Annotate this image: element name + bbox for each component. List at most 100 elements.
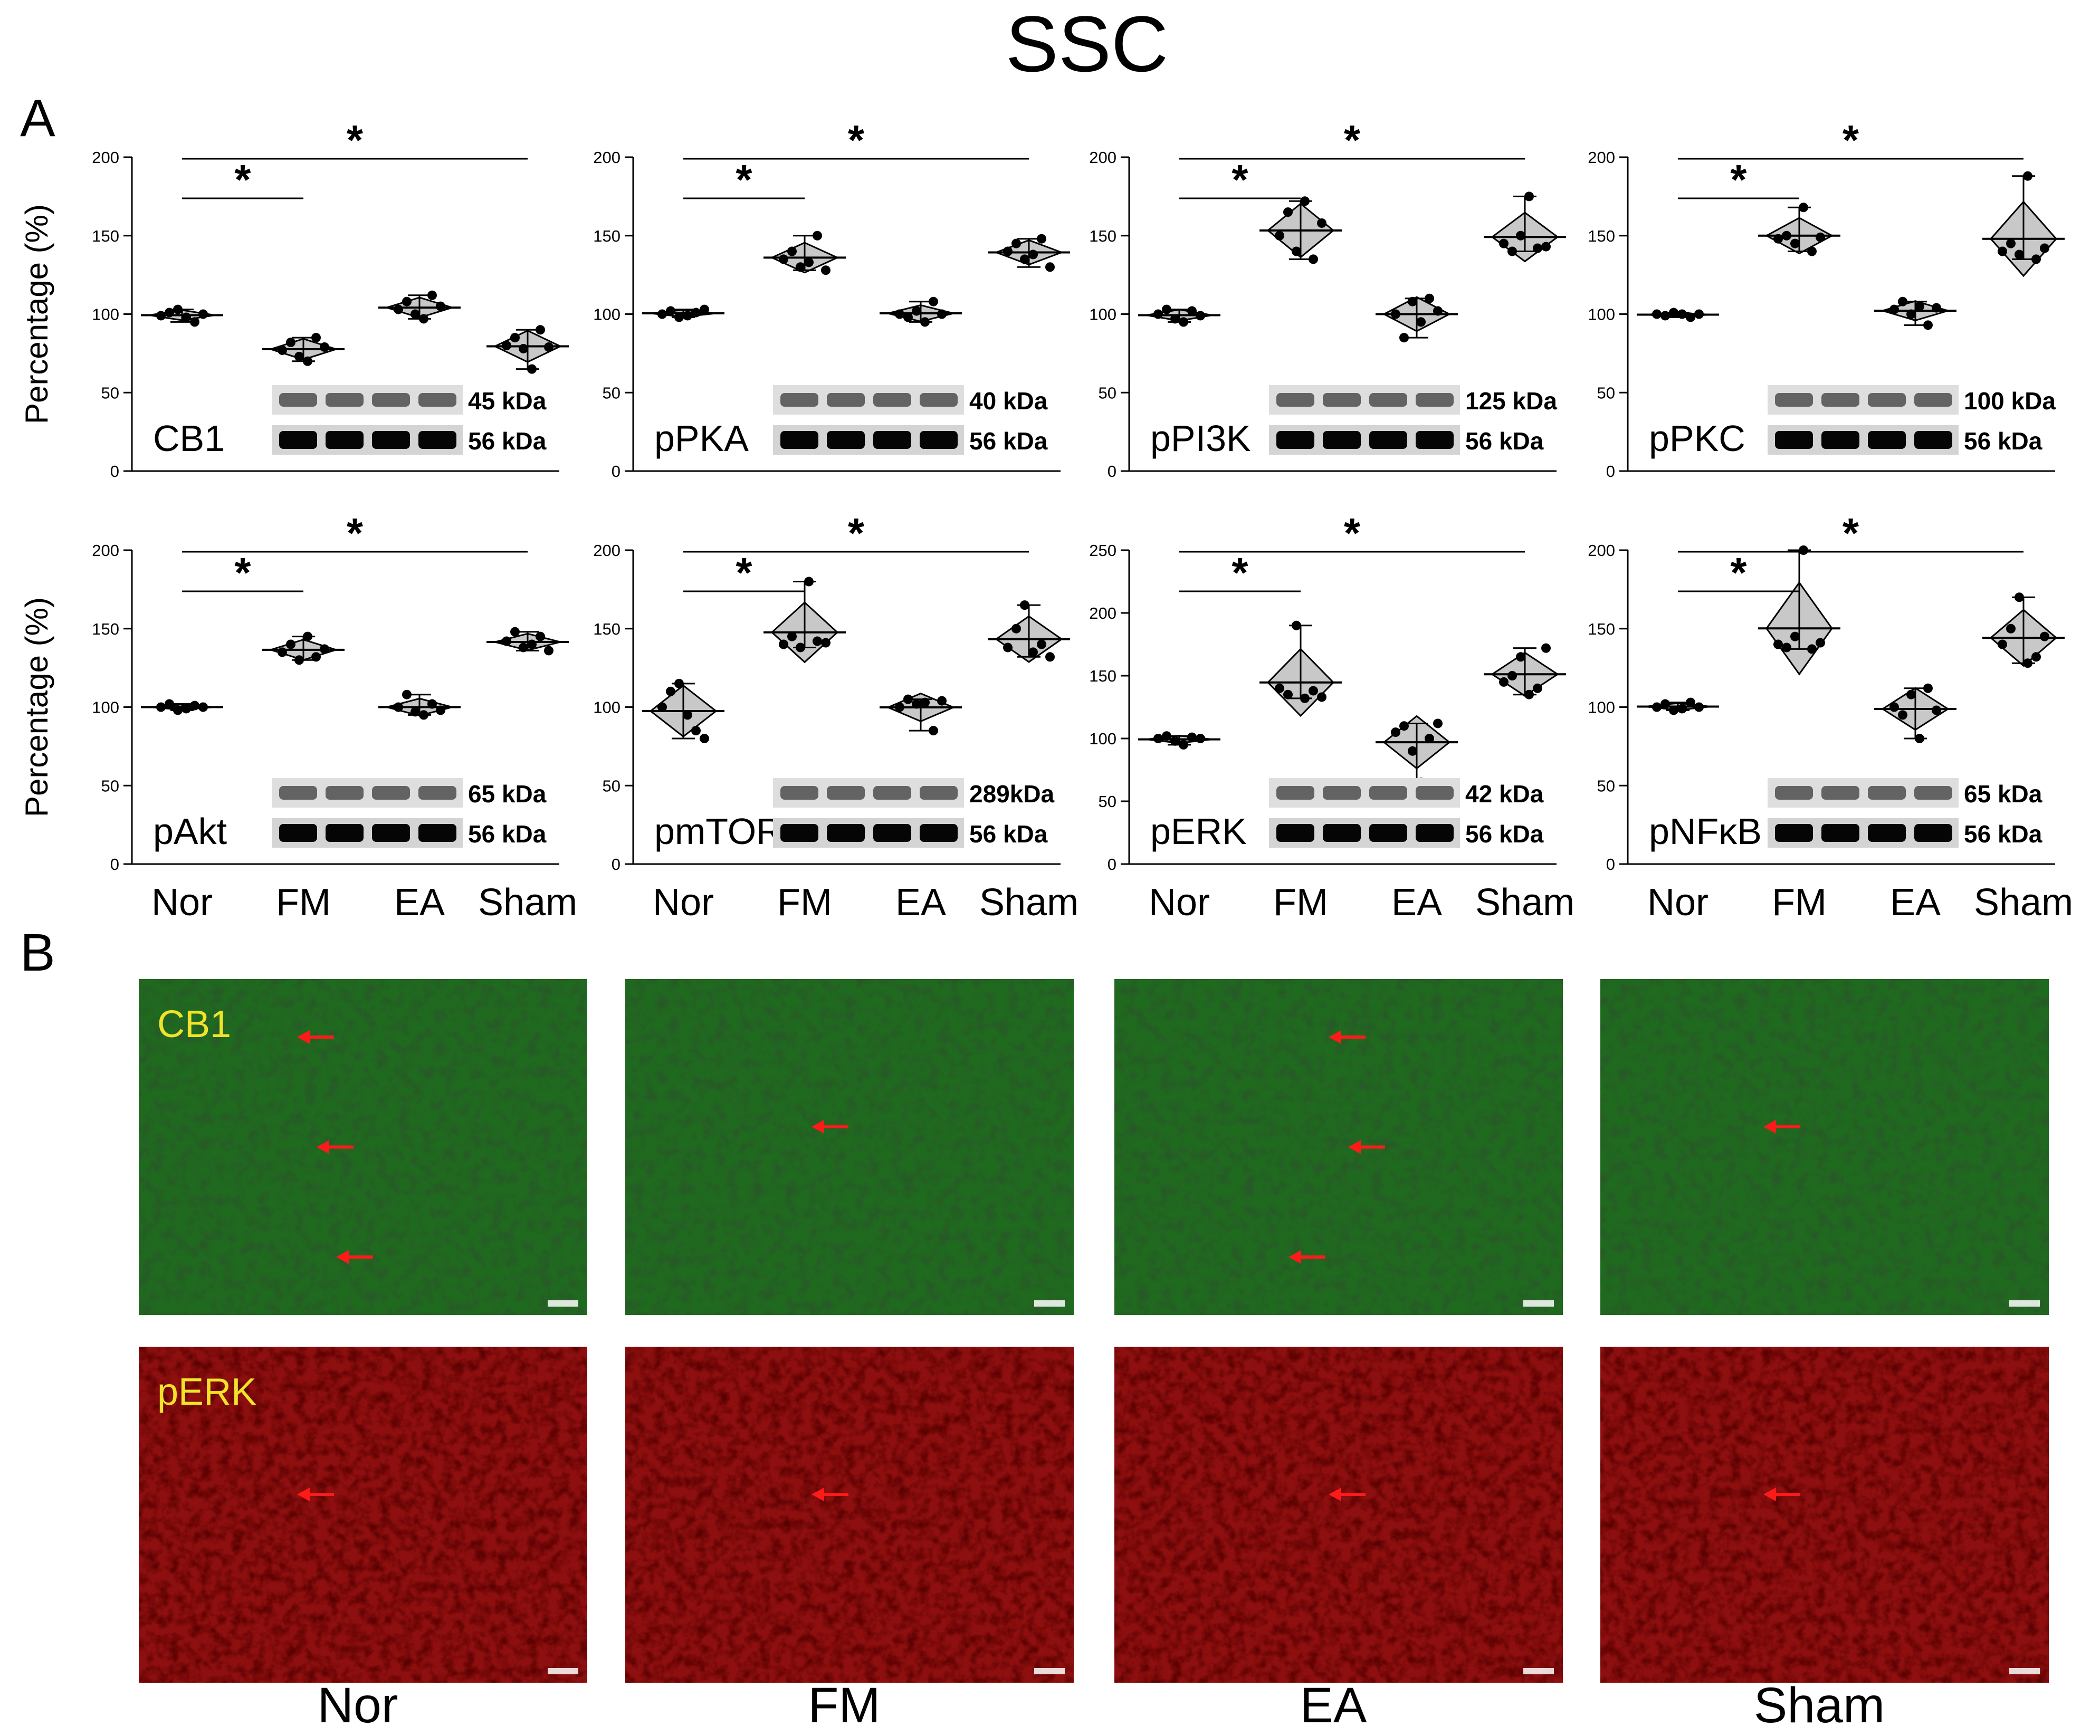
violin-sham (1484, 191, 1566, 263)
tissue-texture (1600, 979, 2049, 1315)
data-point (1524, 689, 1534, 699)
blot-band (418, 824, 456, 842)
data-point (1790, 631, 1800, 641)
data-point (912, 699, 921, 709)
data-point (700, 304, 709, 314)
y-tick-label: 0 (110, 855, 119, 874)
blot-band (1416, 431, 1454, 449)
data-point (1652, 702, 1662, 712)
blot-band (1276, 824, 1314, 842)
data-point (1028, 250, 1038, 260)
x-tick-label-nor: Nor (1647, 881, 1708, 924)
data-point (683, 710, 692, 720)
blot-band (1323, 393, 1361, 407)
data-point (1170, 736, 1180, 746)
data-point (1179, 740, 1188, 750)
data-point (1399, 721, 1409, 731)
micrograph-perk-nor: pERK (139, 1347, 587, 1683)
y-tick-label: 200 (1089, 148, 1116, 167)
data-point (198, 702, 208, 712)
data-point (1782, 642, 1791, 653)
data-point (1906, 689, 1916, 699)
significance-star: * (736, 156, 752, 203)
x-tick-label-fm: FM (276, 881, 331, 924)
data-point (1782, 231, 1791, 241)
arrow-head (1763, 1488, 1776, 1501)
data-point (1170, 314, 1180, 324)
y-tick-label: 0 (110, 462, 119, 481)
data-point (1773, 639, 1783, 649)
violin-fm (1758, 545, 1840, 676)
y-tick-label: 200 (92, 541, 119, 560)
violin-sham (1982, 171, 2065, 277)
violin-ea (1376, 715, 1458, 788)
x-tick-label-nor: Nor (653, 881, 714, 924)
band-size-label: 289kDa (969, 780, 1055, 808)
data-point (1915, 734, 1924, 743)
arrow-head (812, 1120, 824, 1134)
column-label-ea: EA (1300, 1677, 1367, 1733)
violin-nor (141, 304, 223, 327)
y-tick-label: 50 (1597, 776, 1615, 795)
data-point (1816, 232, 1825, 242)
data-point (666, 306, 675, 316)
band-size-label: 42 kDa (1465, 780, 1544, 808)
data-point (1898, 710, 1907, 720)
y-tick-label: 100 (1588, 305, 1615, 324)
violin-nor (1637, 308, 1719, 322)
y-tick-label: 150 (92, 620, 119, 638)
data-point (804, 577, 814, 587)
data-point (1998, 246, 2007, 256)
data-point (1187, 732, 1197, 742)
protein-label-ppka: pPKA (654, 418, 749, 459)
blot-band (920, 824, 958, 842)
y-tick-label: 0 (1606, 855, 1615, 874)
data-point (1533, 683, 1542, 693)
data-point (536, 325, 545, 335)
blot-band (1416, 786, 1454, 800)
blot-band (1775, 431, 1813, 449)
western-blot-ppka: 40 kDa 56 kDa (773, 385, 1048, 455)
scale-bar (548, 1668, 578, 1674)
y-tick-label: 50 (1099, 792, 1116, 811)
data-point (903, 694, 913, 704)
data-point (1187, 306, 1197, 316)
tissue-texture (1114, 979, 1563, 1315)
arrow-head (297, 1030, 310, 1044)
data-point (1799, 203, 1808, 213)
data-point (1915, 301, 1924, 311)
data-point (427, 290, 437, 300)
blot-band (920, 431, 958, 449)
blot-band (372, 824, 410, 842)
data-point (502, 636, 511, 646)
violin-ea (880, 693, 962, 736)
data-point (796, 262, 805, 272)
y-tick-label: 50 (1597, 383, 1615, 402)
blot-band (372, 393, 410, 407)
data-point (657, 309, 667, 319)
x-tick-label-sham: Sham (1475, 881, 1574, 924)
data-point (436, 301, 445, 311)
data-point (190, 317, 199, 327)
data-point (519, 642, 528, 653)
violin-fm (763, 231, 846, 275)
data-point (182, 704, 191, 714)
blot-band (827, 786, 865, 800)
blot-band (780, 824, 818, 842)
chart-pmtor: 0 50 100 150 200 Nor FM EA Sham * * pmTOR 289kDa 56 k… (593, 510, 1078, 924)
data-point (1179, 317, 1188, 327)
blot-band (1276, 431, 1314, 449)
data-point (1433, 306, 1443, 316)
data-point (1686, 697, 1695, 707)
stain-label: CB1 (157, 1003, 231, 1046)
arrow-head (317, 1140, 329, 1154)
micrograph-cb1-fm (625, 979, 1074, 1315)
blot-band (326, 393, 364, 407)
blot-band (1914, 431, 1952, 449)
significance-star: * (1730, 549, 1747, 596)
blot-band (1821, 824, 1859, 842)
violin-ea (880, 296, 962, 327)
data-point (937, 309, 947, 319)
data-point (1516, 231, 1525, 241)
